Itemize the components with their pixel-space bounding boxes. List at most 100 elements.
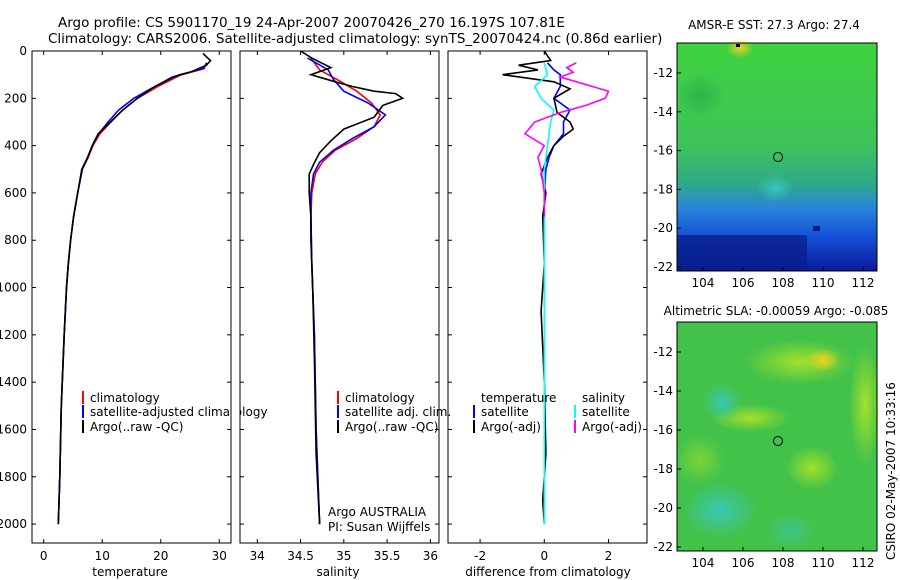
map-y-tick-label: -18 xyxy=(653,182,673,196)
figure-title-line2: Climatology: CARS2006. Satellite-adjuste… xyxy=(48,31,662,47)
sla-low-patch xyxy=(682,482,758,538)
series-line-salinity-argo-adj- xyxy=(523,62,610,217)
pi-annotation: PI: Susan Wijffels xyxy=(328,520,430,534)
sst-deep-blue-band xyxy=(677,235,807,271)
sst-map xyxy=(675,38,878,272)
x-tick-label: 36 xyxy=(423,549,438,563)
map-y-tick-label: -16 xyxy=(653,144,673,158)
sla-mid-patch xyxy=(675,435,725,485)
x-tick-label: 34.5 xyxy=(287,549,314,563)
sla-map xyxy=(675,321,881,552)
series-line-argo-raw-qc- xyxy=(57,52,212,525)
legend-label-sal-satellite: satellite xyxy=(582,405,630,419)
salinity-panel-frame xyxy=(239,50,440,544)
legend-label-temp-satellite: satellite xyxy=(481,405,529,419)
sla-low-patch xyxy=(702,383,742,421)
y-tick-label: 0 xyxy=(19,44,27,58)
map-x-tick-label: 104 xyxy=(692,556,715,570)
sst-map-title: AMSR-E SST: 27.3 Argo: 27.4 xyxy=(688,18,860,32)
map-y-tick-label: -20 xyxy=(653,501,673,515)
x-tick-label: -2 xyxy=(474,549,486,563)
y-tick-label: 200 xyxy=(4,91,27,105)
legend-heading-temperature: temperature xyxy=(481,391,556,405)
difference-panel-frame xyxy=(447,50,648,544)
y-tick-label: 600 xyxy=(4,186,27,200)
legend-label-satellite: satellite-adjusted climatology xyxy=(90,405,268,419)
legend-label-temp-argo: Argo(-adj) xyxy=(481,420,541,434)
map-x-tick-label: 110 xyxy=(812,556,835,570)
difference-legend: temperature satellite Argo(-adj) salinit… xyxy=(473,391,642,434)
sst-cool-patch xyxy=(675,73,725,117)
sla-low-patch xyxy=(765,512,815,548)
map-x-tick-label: 112 xyxy=(852,276,875,290)
map-x-tick-label: 106 xyxy=(732,556,755,570)
map-axis-ticks: -12 -14 -16 -18 -20 -22 104 106 108 110 112 -12 -14 -… xyxy=(653,66,874,570)
y-tick-label: 2000 xyxy=(0,517,27,531)
map-x-tick-label: 108 xyxy=(772,276,795,290)
sla-map-frame xyxy=(676,321,878,552)
y-tick-label: 1600 xyxy=(0,422,27,436)
map-y-tick-label: -12 xyxy=(653,345,673,359)
legend-heading-salinity: salinity xyxy=(582,391,625,405)
sst-warm-patch xyxy=(726,38,754,58)
y-tick-label: 800 xyxy=(4,233,27,247)
map-x-tick-label: 108 xyxy=(772,556,795,570)
map-y-tick-label: -22 xyxy=(653,260,673,274)
series-line-salinity-satellite xyxy=(533,62,555,525)
map-x-tick-label: 112 xyxy=(852,556,875,570)
y-tick-label: 400 xyxy=(4,139,27,153)
map-x-tick-label: 106 xyxy=(732,276,755,290)
sst-dark-pixel xyxy=(813,226,820,231)
profile-marker xyxy=(773,152,783,162)
map-y-tick-label: -18 xyxy=(653,462,673,476)
figure-title-line1: Argo profile: CS 5901170_19 24-Apr-2007 … xyxy=(58,15,565,31)
y-tick-label: 1400 xyxy=(0,375,27,389)
series-line-argo-raw-qc- xyxy=(300,50,405,525)
y-tick-label: 1000 xyxy=(0,281,27,295)
sla-map-title: Altimetric SLA: -0.00059 Argo: -0.085 xyxy=(664,304,889,318)
difference-axis-label: difference from climatology xyxy=(465,565,631,579)
series-line-temperature-satellite xyxy=(543,62,572,525)
map-y-tick-label: -14 xyxy=(653,384,673,398)
map-y-tick-label: -14 xyxy=(653,105,673,119)
sst-cool-patch xyxy=(757,174,793,202)
map-y-tick-label: -12 xyxy=(653,66,673,80)
x-tick-label: 35 xyxy=(336,549,351,563)
map-y-tick-label: -20 xyxy=(653,221,673,235)
argo-australia-annotation: Argo AUSTRALIA xyxy=(328,505,427,519)
series-line-satellite-adjusted-climatology xyxy=(57,62,208,525)
temperature-legend-clip xyxy=(231,388,240,438)
series-line-climatology xyxy=(57,62,208,525)
x-tick-label: 0 xyxy=(540,549,548,563)
legend-label-argo: Argo(..raw -QC) xyxy=(90,420,183,434)
sla-warm-patch xyxy=(806,348,840,372)
legend-label-climatology: climatology xyxy=(345,391,415,405)
x-tick-label: 10 xyxy=(95,549,110,563)
x-tick-label: 35.5 xyxy=(374,549,401,563)
map-y-tick-label: -16 xyxy=(653,423,673,437)
y-tick-label: 1800 xyxy=(0,470,27,484)
x-tick-label: 0 xyxy=(40,549,48,563)
salinity-legend: climatology satellite adj. clim. Argo(..… xyxy=(337,391,451,434)
salinity-axis-label: salinity xyxy=(316,565,359,579)
profile-lines xyxy=(57,50,610,525)
profile-marker xyxy=(773,436,783,446)
y-tick-label: 1200 xyxy=(0,328,27,342)
temperature-legend: climatology satellite-adjusted climatolo… xyxy=(82,391,268,434)
credit-text: CSIRO 02-May-2007 10:33:16 xyxy=(884,382,898,560)
legend-label-climatology: climatology xyxy=(90,391,160,405)
x-tick-label: 2 xyxy=(605,549,613,563)
x-tick-label: 20 xyxy=(153,549,168,563)
x-tick-label: 30 xyxy=(212,549,227,563)
sla-high-patch xyxy=(849,345,881,465)
legend-label-satellite: satellite adj. clim. xyxy=(345,405,451,419)
map-y-tick-label: -22 xyxy=(653,540,673,554)
temperature-axis-label: temperature xyxy=(92,565,167,579)
sst-dark-pixel xyxy=(736,44,740,47)
legend-label-sal-argo: Argo(-adj) xyxy=(582,420,642,434)
legend-label-argo: Argo(..raw -QC) xyxy=(345,420,438,434)
map-x-tick-label: 104 xyxy=(692,276,715,290)
x-tick-label: 34 xyxy=(250,549,265,563)
